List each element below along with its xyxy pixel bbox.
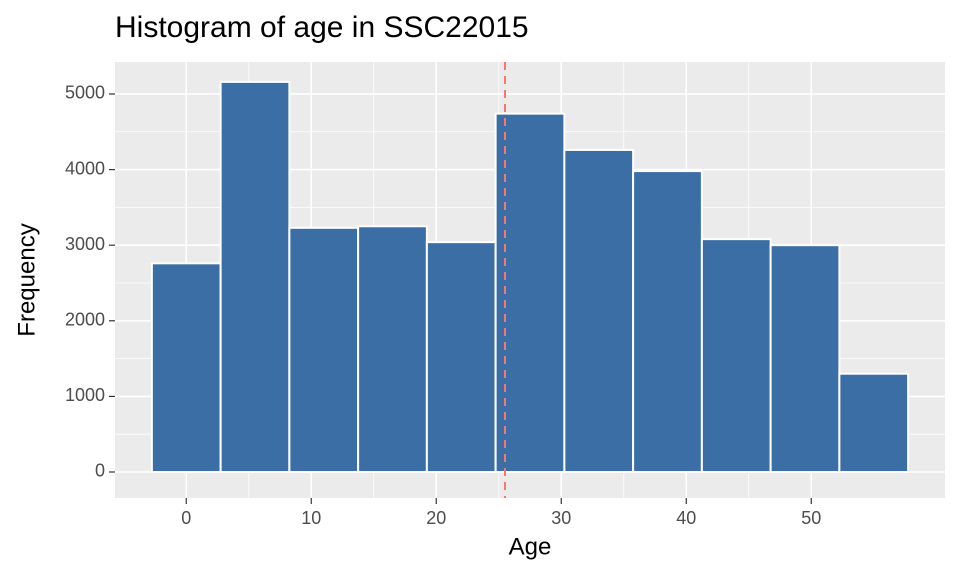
y-axis-label: Frequency <box>13 223 40 336</box>
y-tick-label: 2000 <box>65 310 105 330</box>
bar <box>769 244 841 473</box>
x-tick-label: 20 <box>426 508 446 528</box>
y-tick-label: 4000 <box>65 158 105 178</box>
chart-title: Histogram of age in SSC22015 <box>115 11 529 44</box>
bar <box>632 170 703 473</box>
x-tick-label: 0 <box>181 508 191 528</box>
y-tick-label: 3000 <box>65 234 105 254</box>
x-tick-label: 40 <box>676 508 696 528</box>
bar <box>838 372 910 473</box>
x-tick-label: 10 <box>301 508 321 528</box>
y-tick-label: 0 <box>95 461 105 481</box>
bar <box>494 112 566 473</box>
y-tick-label: 5000 <box>65 83 105 103</box>
bar <box>219 80 291 473</box>
bar <box>425 241 497 473</box>
y-tick-label: 1000 <box>65 385 105 405</box>
bar <box>150 262 222 473</box>
bar <box>357 225 428 473</box>
bar <box>288 226 360 473</box>
bar <box>700 238 772 473</box>
x-tick-label: 30 <box>551 508 571 528</box>
x-axis-label: Age <box>509 533 552 560</box>
bar <box>563 148 635 473</box>
x-tick-label: 50 <box>801 508 821 528</box>
